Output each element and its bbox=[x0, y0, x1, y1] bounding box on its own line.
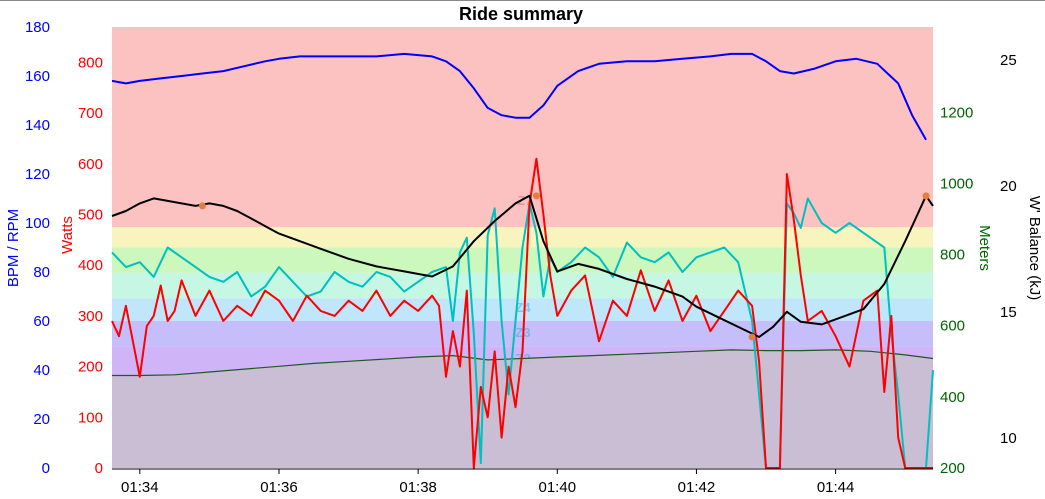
bpm_rpm-tick-label: 20 bbox=[33, 411, 50, 428]
zone-band-z3 bbox=[112, 298, 933, 321]
bpm_rpm-tick-label: 160 bbox=[25, 68, 50, 85]
zone-band-z4 bbox=[112, 272, 933, 299]
wbal-tick-label: 10 bbox=[1000, 430, 1017, 447]
watts-tick-label: 600 bbox=[78, 156, 103, 173]
x-tick-label: 01:34 bbox=[121, 479, 159, 496]
watts-tick-label: 200 bbox=[78, 359, 103, 376]
meters-axis-label: Meters bbox=[976, 225, 993, 271]
altitude-area bbox=[112, 349, 933, 468]
watts-tick-label: 400 bbox=[78, 257, 103, 274]
x-tick-label: 01:38 bbox=[399, 479, 437, 496]
watts-tick-label: 800 bbox=[78, 54, 103, 71]
x-tick-label: 01:42 bbox=[678, 479, 716, 496]
x-tick-label: 01:36 bbox=[260, 479, 298, 496]
chart-title: Ride summary bbox=[459, 4, 583, 24]
wbal-axis: 10 15 20 25 bbox=[1000, 52, 1017, 447]
meters-axis: 200 400 600 800 1000 1200 bbox=[940, 104, 973, 477]
meters-tick-label: 400 bbox=[940, 389, 965, 406]
bpm_rpm-tick-label: 60 bbox=[33, 313, 50, 330]
heart-rate-line bbox=[111, 52, 927, 141]
bpm_rpm-tick-label: 120 bbox=[25, 166, 50, 183]
bpm_rpm-tick-label: 100 bbox=[25, 215, 50, 232]
bpm-rpm-axis-label: BPM / RPM bbox=[5, 209, 22, 287]
cadence-line bbox=[111, 197, 934, 469]
bpm_rpm-tick-label: 0 bbox=[42, 460, 50, 477]
watts-axis-label: Watts bbox=[59, 216, 76, 254]
bpm_rpm-tick-label: 140 bbox=[25, 117, 50, 134]
zone-band-z7 bbox=[112, 27, 933, 228]
meters-tick-label: 800 bbox=[940, 247, 965, 264]
wbal-marker bbox=[532, 192, 540, 200]
watts-tick-label: 100 bbox=[78, 409, 103, 426]
time-axis: 01:34 01:36 01:38 01:40 01:42 01:44 bbox=[112, 468, 933, 496]
wbal-markers bbox=[198, 192, 930, 341]
series-lines bbox=[111, 52, 934, 469]
w-balance-line bbox=[111, 194, 934, 338]
power-line bbox=[111, 157, 933, 469]
x-tick-label: 01:40 bbox=[539, 479, 577, 496]
wbal-tick-label: 25 bbox=[1000, 52, 1017, 69]
watts-tick-label: 500 bbox=[78, 207, 103, 224]
wbal-marker bbox=[198, 202, 206, 210]
wbal-axis-label: W' Balance (kJ) bbox=[1026, 196, 1043, 301]
altitude-series bbox=[112, 349, 933, 468]
meters-tick-label: 1000 bbox=[940, 175, 973, 192]
x-tick-label: 01:44 bbox=[817, 479, 855, 496]
meters-tick-label: 600 bbox=[940, 318, 965, 335]
meters-tick-label: 1200 bbox=[940, 104, 973, 121]
meters-tick-label: 200 bbox=[940, 460, 965, 477]
zone-label-z4: Z4 bbox=[515, 300, 531, 315]
bpm-rpm-axis: 0 20 40 60 80 100 120 140 160 180 bbox=[25, 19, 50, 477]
watts-tick-label: 0 bbox=[95, 460, 103, 477]
zone-band-z6 bbox=[112, 227, 933, 248]
watts-axis: 0 100 200 300 400 500 600 700 800 bbox=[78, 54, 103, 477]
bpm_rpm-tick-label: 40 bbox=[33, 362, 50, 379]
bpm_rpm-tick-label: 180 bbox=[25, 19, 50, 36]
watts-tick-label: 700 bbox=[78, 105, 103, 122]
bpm_rpm-tick-label: 80 bbox=[33, 264, 50, 281]
watts-tick-label: 300 bbox=[78, 308, 103, 325]
wbal-marker bbox=[748, 333, 756, 341]
wbal-tick-label: 20 bbox=[1000, 178, 1017, 195]
wbal-tick-label: 15 bbox=[1000, 304, 1017, 321]
wbal-marker bbox=[922, 192, 930, 200]
